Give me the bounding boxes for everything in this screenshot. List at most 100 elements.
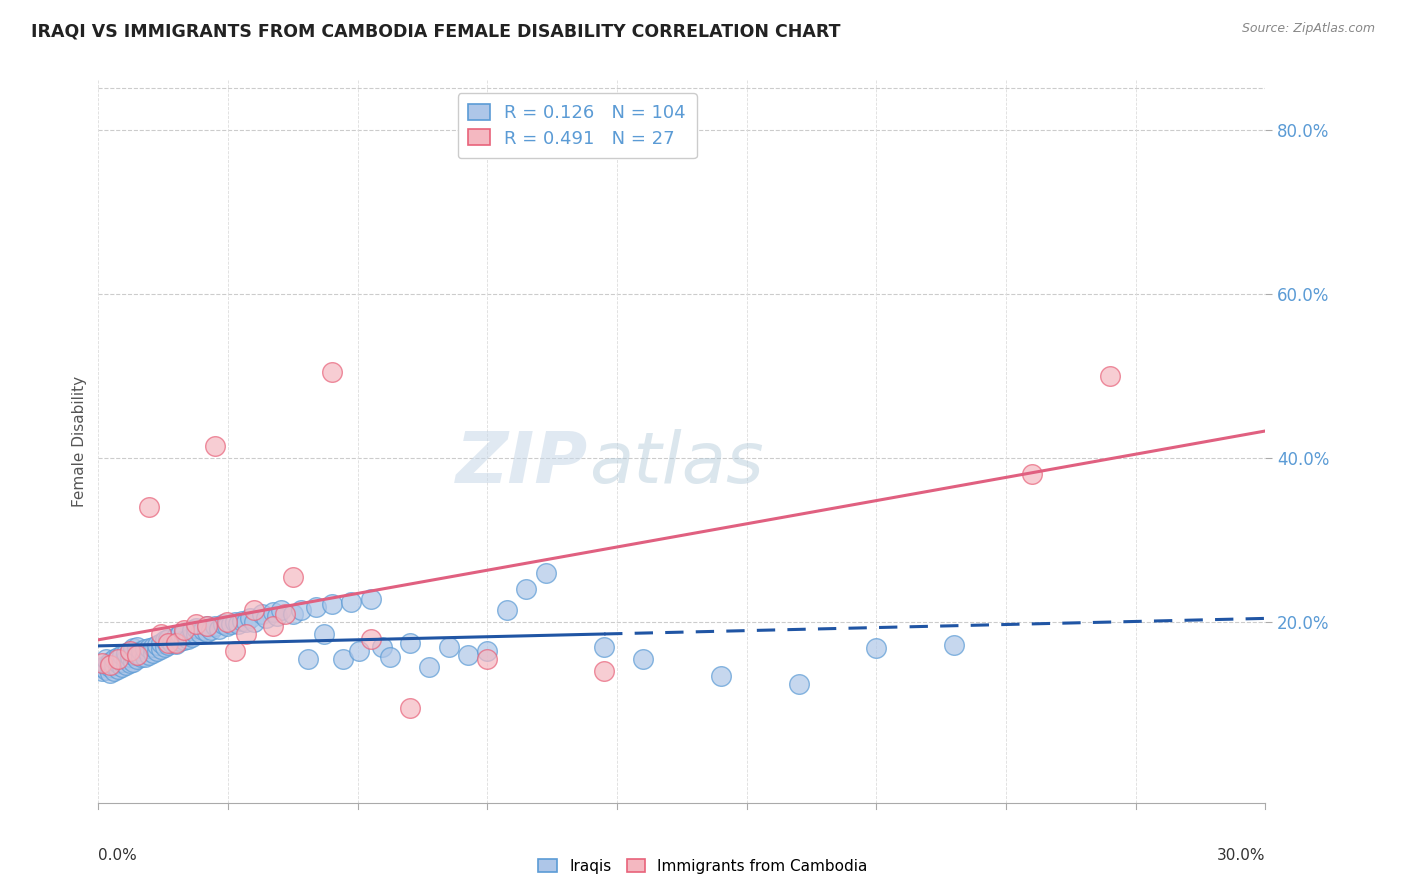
Point	[91, 657, 114, 671]
Point	[235, 627, 257, 641]
Point	[98, 660, 121, 674]
Point	[243, 603, 266, 617]
Point	[274, 607, 297, 621]
Point	[321, 365, 343, 379]
Point	[262, 605, 284, 619]
Point	[943, 638, 966, 652]
Point	[195, 619, 218, 633]
Point	[122, 641, 145, 656]
Point	[204, 439, 226, 453]
Point	[165, 637, 187, 651]
Legend: R = 0.126   N = 104, R = 0.491   N = 27: R = 0.126 N = 104, R = 0.491 N = 27	[457, 93, 697, 159]
Point	[129, 650, 152, 665]
Point	[180, 630, 202, 644]
Point	[534, 566, 557, 580]
Point	[496, 603, 519, 617]
Point	[437, 640, 460, 654]
Point	[224, 615, 246, 630]
Point	[142, 640, 165, 654]
Point	[321, 597, 343, 611]
Point	[118, 644, 141, 658]
Point	[118, 644, 141, 658]
Point	[165, 630, 187, 644]
Point	[134, 642, 156, 657]
Point	[146, 638, 169, 652]
Point	[710, 668, 733, 682]
Point	[332, 652, 354, 666]
Point	[477, 644, 499, 658]
Point	[98, 655, 121, 669]
Point	[96, 657, 118, 672]
Point	[398, 636, 420, 650]
Text: IRAQI VS IMMIGRANTS FROM CAMBODIA FEMALE DISABILITY CORRELATION CHART: IRAQI VS IMMIGRANTS FROM CAMBODIA FEMALE…	[31, 22, 841, 40]
Point	[593, 640, 616, 654]
Point	[107, 657, 129, 671]
Point	[122, 648, 145, 662]
Point	[153, 640, 176, 654]
Point	[270, 603, 292, 617]
Point	[157, 638, 180, 652]
Point	[250, 607, 273, 621]
Point	[107, 662, 129, 676]
Point	[114, 646, 136, 660]
Point	[340, 594, 363, 608]
Point	[262, 619, 284, 633]
Point	[193, 624, 215, 638]
Point	[235, 615, 257, 630]
Point	[103, 652, 125, 666]
Point	[114, 657, 136, 672]
Point	[215, 615, 238, 630]
Text: ZIP: ZIP	[457, 429, 589, 498]
Y-axis label: Female Disability: Female Disability	[72, 376, 87, 508]
Point	[122, 655, 145, 669]
Point	[787, 677, 810, 691]
Point	[184, 616, 207, 631]
Point	[103, 665, 125, 679]
Point	[142, 646, 165, 660]
Point	[127, 648, 149, 662]
Point	[380, 649, 402, 664]
Point	[1021, 467, 1043, 482]
Point	[184, 627, 207, 641]
Point	[118, 657, 141, 671]
Point	[200, 624, 222, 638]
Point	[96, 652, 118, 666]
Point	[208, 622, 231, 636]
Point	[290, 603, 312, 617]
Point	[107, 652, 129, 666]
Point	[107, 649, 129, 664]
Point	[138, 641, 160, 656]
Point	[127, 652, 149, 666]
Point	[91, 660, 114, 674]
Point	[219, 616, 242, 631]
Point	[91, 665, 114, 679]
Point	[297, 652, 319, 666]
Point	[153, 633, 176, 648]
Point	[212, 616, 235, 631]
Point	[111, 648, 134, 662]
Point	[347, 644, 370, 658]
Point	[195, 625, 218, 640]
Point	[281, 607, 304, 621]
Point	[111, 660, 134, 674]
Point	[114, 652, 136, 666]
Point	[177, 632, 200, 646]
Point	[477, 652, 499, 666]
Point	[631, 652, 654, 666]
Point	[243, 615, 266, 630]
Point	[515, 582, 537, 597]
Point	[149, 636, 172, 650]
Point	[149, 627, 172, 641]
Legend: Iraqis, Immigrants from Cambodia: Iraqis, Immigrants from Cambodia	[533, 853, 873, 880]
Point	[162, 636, 184, 650]
Point	[188, 625, 211, 640]
Point	[371, 640, 394, 654]
Point	[127, 640, 149, 654]
Point	[149, 642, 172, 657]
Point	[134, 649, 156, 664]
Point	[195, 619, 218, 633]
Point	[184, 621, 207, 635]
Point	[146, 644, 169, 658]
Point	[103, 657, 125, 672]
Point	[165, 636, 187, 650]
